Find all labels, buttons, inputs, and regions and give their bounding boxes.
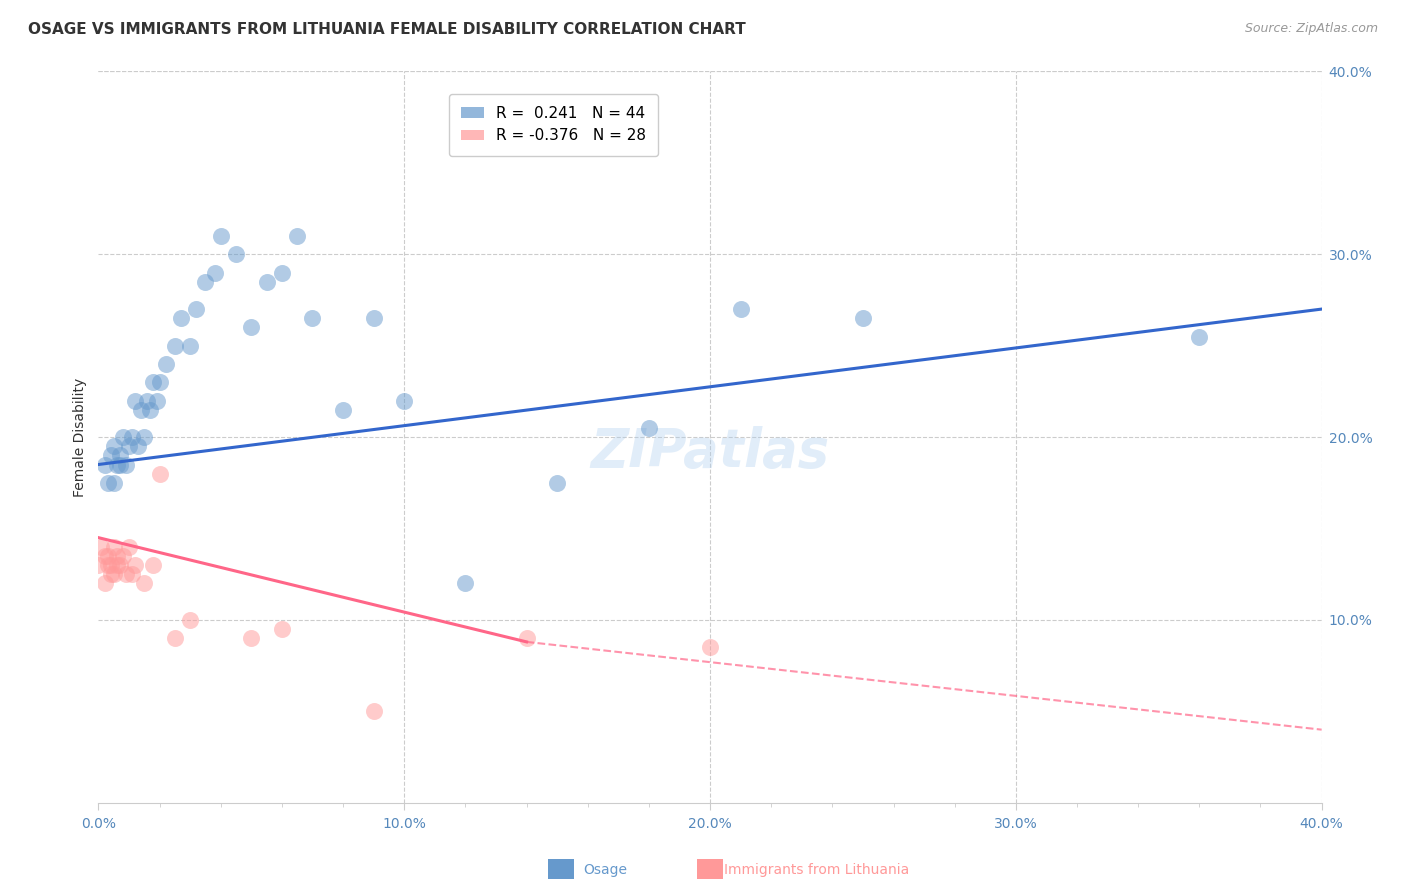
Point: [194, 275, 217, 289]
Point: [97, 549, 120, 563]
Point: [134, 430, 156, 444]
Point: [204, 266, 226, 280]
Point: [93, 576, 115, 591]
Point: [149, 376, 172, 390]
Point: [852, 311, 875, 326]
Point: [637, 421, 661, 435]
Text: ZIPatlas: ZIPatlas: [591, 425, 830, 478]
Point: [124, 393, 146, 408]
Point: [155, 357, 177, 371]
Point: [103, 439, 125, 453]
Text: OSAGE VS IMMIGRANTS FROM LITHUANIA FEMALE DISABILITY CORRELATION CHART: OSAGE VS IMMIGRANTS FROM LITHUANIA FEMAL…: [28, 22, 745, 37]
Point: [121, 430, 143, 444]
Point: [225, 247, 247, 261]
Point: [240, 320, 263, 334]
Point: [179, 613, 201, 627]
Point: [115, 567, 138, 582]
Point: [392, 393, 416, 408]
Point: [124, 558, 146, 573]
Point: [270, 266, 292, 280]
Point: [256, 275, 278, 289]
Text: Source: ZipAtlas.com: Source: ZipAtlas.com: [1244, 22, 1378, 36]
Point: [730, 301, 752, 317]
Point: [139, 402, 162, 417]
Point: [100, 558, 122, 573]
Point: [105, 558, 128, 573]
Point: [108, 458, 131, 472]
Point: [97, 558, 120, 573]
Point: [209, 228, 232, 243]
Point: [516, 632, 538, 646]
Point: [699, 640, 721, 655]
Point: [105, 549, 128, 563]
Point: [103, 475, 125, 490]
Point: [546, 475, 568, 490]
Point: [97, 475, 120, 490]
Point: [105, 458, 128, 472]
Point: [108, 449, 131, 463]
Point: [240, 632, 263, 646]
Point: [103, 567, 125, 582]
Legend: R =  0.241   N = 44, R = -0.376   N = 28: R = 0.241 N = 44, R = -0.376 N = 28: [449, 94, 658, 156]
Point: [363, 705, 385, 719]
Point: [1188, 329, 1211, 343]
Point: [118, 540, 141, 554]
Point: [100, 449, 122, 463]
Point: [142, 376, 165, 390]
Point: [270, 622, 292, 636]
Point: [90, 540, 112, 554]
Point: [136, 393, 159, 408]
Point: [179, 338, 201, 352]
Point: [103, 540, 125, 554]
Text: Osage: Osage: [583, 863, 627, 877]
Point: [93, 549, 115, 563]
Point: [332, 402, 354, 417]
Point: [129, 402, 152, 417]
Point: [87, 558, 110, 573]
Point: [142, 558, 165, 573]
Y-axis label: Female Disability: Female Disability: [73, 377, 87, 497]
Point: [163, 338, 186, 352]
Point: [127, 439, 149, 453]
Point: [111, 549, 134, 563]
Point: [149, 467, 172, 481]
Point: [454, 576, 477, 591]
Point: [186, 301, 208, 317]
Point: [118, 439, 141, 453]
Text: Immigrants from Lithuania: Immigrants from Lithuania: [724, 863, 910, 877]
Point: [134, 576, 156, 591]
Point: [100, 567, 122, 582]
Point: [285, 228, 308, 243]
Point: [145, 393, 167, 408]
Point: [108, 558, 131, 573]
Point: [301, 311, 323, 326]
Point: [93, 458, 115, 472]
Point: [170, 311, 193, 326]
Point: [163, 632, 186, 646]
Point: [363, 311, 385, 326]
Point: [111, 430, 134, 444]
Point: [121, 567, 143, 582]
Point: [115, 458, 138, 472]
